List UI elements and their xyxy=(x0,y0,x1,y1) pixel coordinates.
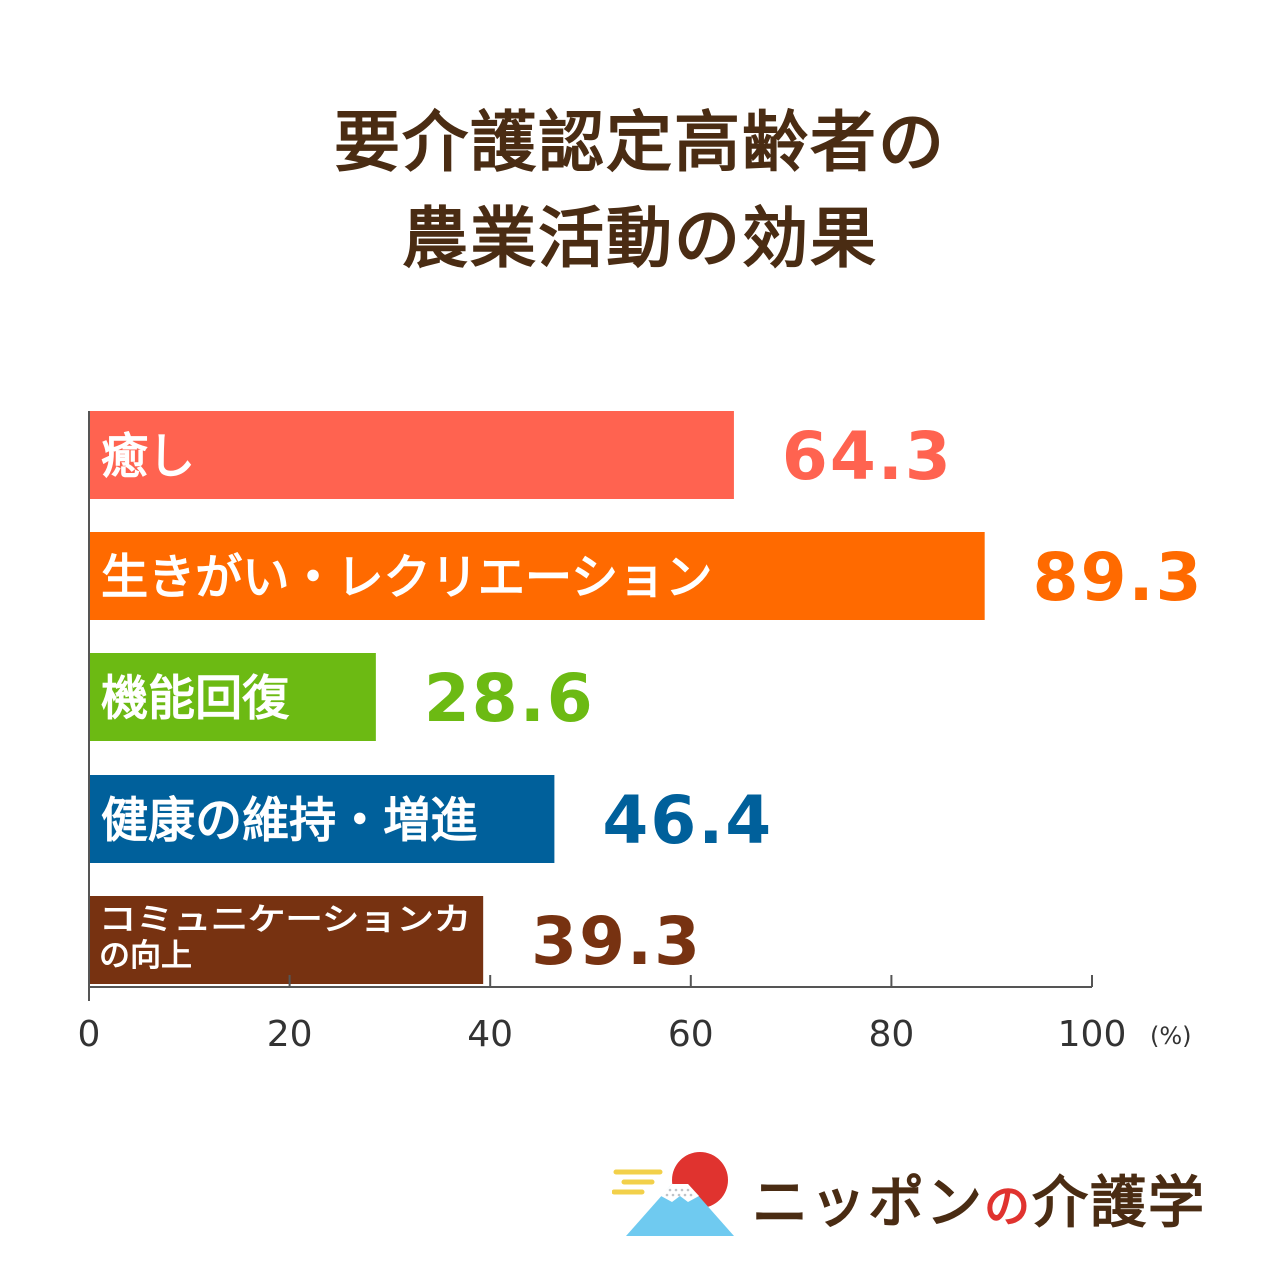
bar-label-4: コミュニケーションカの向上 xyxy=(99,902,471,974)
site-logo: ニッポンの介護学 xyxy=(612,1150,1252,1240)
x-tick-label-1: 20 xyxy=(267,1014,313,1055)
value-label-2: 28.6 xyxy=(424,660,595,737)
bar-label-2: 機能回復 xyxy=(101,670,290,726)
chart-title: 要介護認定高齢者の 農業活動の効果 xyxy=(0,95,1280,287)
logo-text-no: の xyxy=(984,1179,1032,1233)
value-label-3: 46.4 xyxy=(602,782,773,859)
bar-label-3: 健康の維持・増進 xyxy=(101,792,477,848)
value-label-0: 64.3 xyxy=(782,418,953,495)
bar-0 xyxy=(89,411,734,499)
logo-text-main: ニッポン xyxy=(752,1171,984,1236)
bar-label-1: 生きがい・レクリエーション xyxy=(101,549,713,605)
logo-text-tail: 介護学 xyxy=(1032,1171,1206,1236)
logo-text: ニッポンの介護学 xyxy=(752,1158,1206,1239)
x-tick-label-2: 40 xyxy=(467,1014,513,1055)
chart-title-line1: 要介護認定高齢者の xyxy=(334,104,946,181)
x-tick-label-5: 100 xyxy=(1058,1014,1127,1055)
x-tick-label-3: 60 xyxy=(668,1014,714,1055)
bar-chart: 癒し 64.3 生きがい・レクリエーション 89.3 機能回復 28.6 健康の維持・増進 4… xyxy=(78,411,1204,1055)
value-label-4: 39.3 xyxy=(531,903,702,980)
mountain-icon xyxy=(626,1184,734,1236)
bar-1 xyxy=(89,532,985,620)
chart-title-line2: 農業活動の効果 xyxy=(402,200,878,277)
x-unit-label: (%) xyxy=(1150,1022,1192,1050)
x-tick-label-4: 80 xyxy=(868,1014,914,1055)
bar-4 xyxy=(89,896,484,984)
x-tick-label-0: 0 xyxy=(78,1014,101,1055)
value-label-1: 89.3 xyxy=(1033,539,1204,616)
bar-label-0: 癒し xyxy=(101,428,195,484)
fuji-logo-icon xyxy=(612,1152,734,1236)
bar-3 xyxy=(89,775,555,863)
bar-2 xyxy=(89,653,376,741)
